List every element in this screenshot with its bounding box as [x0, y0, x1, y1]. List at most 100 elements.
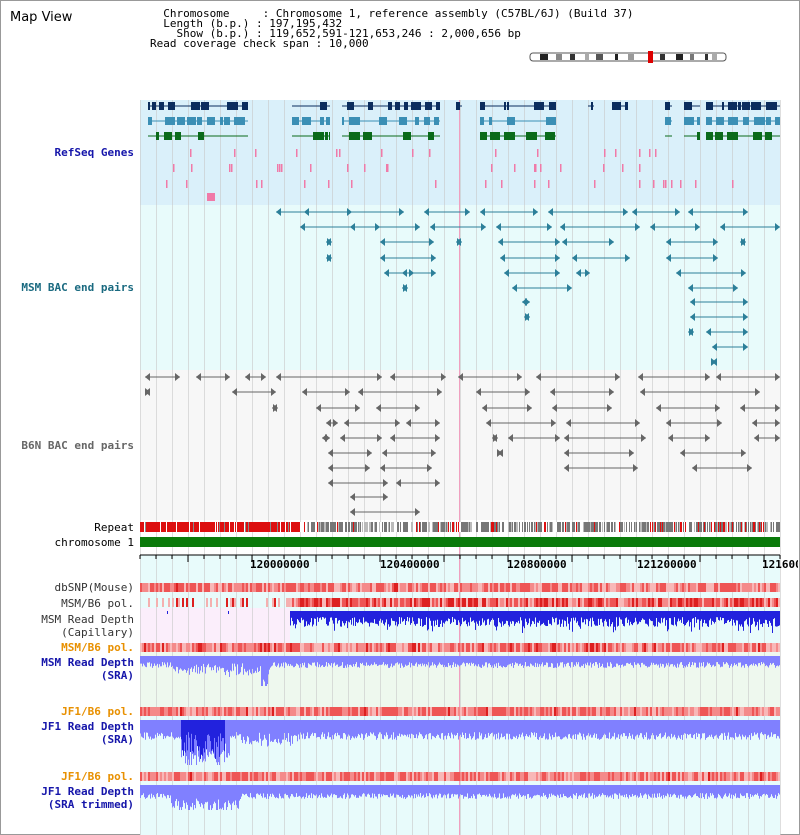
depth-bar	[406, 611, 407, 621]
repeat-element	[382, 522, 383, 532]
depth-bar	[185, 720, 186, 753]
repeat-element	[271, 522, 272, 532]
depth-bar	[759, 720, 760, 740]
depth-bar	[632, 611, 633, 626]
pol-cell	[208, 707, 210, 716]
repeat-element	[724, 522, 725, 532]
depth-bar	[694, 611, 695, 628]
depth-bar	[667, 611, 668, 632]
depth-bar	[476, 720, 477, 740]
depth-bar	[590, 656, 591, 663]
depth-bar	[496, 656, 497, 664]
depth-bar	[311, 720, 312, 735]
depth-bar	[455, 785, 456, 795]
msm-bac-track[interactable]	[276, 208, 780, 366]
depth-bar	[526, 611, 527, 622]
depth-bar	[469, 656, 470, 663]
depth-bar	[245, 720, 246, 744]
depth-bar	[548, 656, 549, 668]
pol-cell	[666, 772, 668, 781]
b6n-bac-track[interactable]	[145, 373, 780, 516]
b6n-bac-pair-end	[271, 388, 276, 396]
depth-bar	[355, 656, 356, 664]
repeat-track[interactable]	[140, 522, 780, 532]
chromosome-ideogram[interactable]	[529, 51, 727, 63]
depth-bar	[388, 720, 389, 740]
depth-bar	[542, 656, 543, 663]
repeat-element	[353, 522, 354, 532]
depth-bar	[703, 785, 704, 798]
depth-bar	[617, 720, 618, 738]
polymorphism-tracks[interactable]	[140, 583, 780, 781]
msm-bac-pair-end	[690, 313, 695, 321]
repeat-element	[287, 522, 288, 532]
depth-bar	[568, 656, 569, 663]
gene-exon	[148, 102, 150, 110]
pol-cell	[188, 707, 190, 716]
pol-cell	[540, 583, 542, 592]
depth-bar	[635, 656, 636, 665]
depth-bar	[475, 785, 476, 799]
depth-bar	[208, 720, 209, 757]
read-depth-tracks[interactable]	[140, 611, 780, 810]
msm-bac-pair-end	[548, 208, 553, 216]
depth-bar	[629, 785, 630, 796]
pol-cell	[206, 707, 208, 716]
depth-bar	[498, 611, 499, 618]
pol-cell	[226, 772, 228, 781]
chromosome-bar[interactable]	[140, 537, 780, 547]
depth-bar	[534, 720, 535, 733]
depth-bar	[212, 720, 213, 750]
depth-bar	[630, 785, 631, 797]
pol-cell	[568, 598, 570, 607]
pol-cell	[574, 583, 576, 592]
depth-bar	[778, 656, 779, 667]
depth-bar	[227, 785, 228, 808]
pol-cell	[560, 598, 562, 607]
depth-bar	[695, 656, 696, 663]
depth-bar	[639, 611, 640, 622]
depth-bar	[549, 611, 550, 624]
depth-bar	[494, 785, 495, 794]
depth-bar	[579, 611, 580, 627]
depth-bar	[404, 611, 405, 620]
depth-bar	[173, 720, 174, 738]
pol-cell	[444, 772, 446, 781]
pol-cell	[742, 643, 744, 652]
depth-bar	[280, 785, 281, 797]
pol-cell	[728, 772, 730, 781]
repeat-element	[213, 522, 214, 532]
pol-cell	[670, 643, 672, 652]
pol-cell	[314, 598, 316, 607]
depth-bar	[686, 785, 687, 799]
repeat-element	[557, 522, 558, 532]
coverage-info: Read coverage check span : 10,000	[150, 37, 369, 50]
repeat-element	[679, 522, 680, 532]
pol-cell	[268, 772, 270, 781]
pol-cell	[562, 707, 564, 716]
pol-cell	[472, 643, 474, 652]
depth-bar	[698, 785, 699, 798]
repeat-element	[714, 522, 715, 532]
depth-bar	[446, 656, 447, 667]
depth-bar	[226, 785, 227, 810]
pol-cell	[710, 643, 712, 652]
pol-cell	[586, 598, 588, 607]
pol-cell	[686, 772, 688, 781]
depth-bar	[709, 720, 710, 736]
pol-cell	[328, 643, 330, 652]
depth-bar	[392, 720, 393, 740]
depth-bar	[532, 656, 533, 666]
depth-bar	[304, 720, 305, 740]
repeat-element	[461, 522, 462, 532]
b6n-bac-pair-end	[415, 404, 420, 412]
pol-cell	[304, 598, 306, 607]
depth-bar	[582, 656, 583, 666]
depth-bar	[543, 720, 544, 737]
refseq-genes-track[interactable]	[148, 102, 780, 201]
depth-bar	[321, 656, 322, 666]
depth-bar	[615, 720, 616, 740]
depth-bar	[411, 720, 412, 734]
depth-bar	[737, 720, 738, 738]
pol-cell	[496, 583, 498, 592]
